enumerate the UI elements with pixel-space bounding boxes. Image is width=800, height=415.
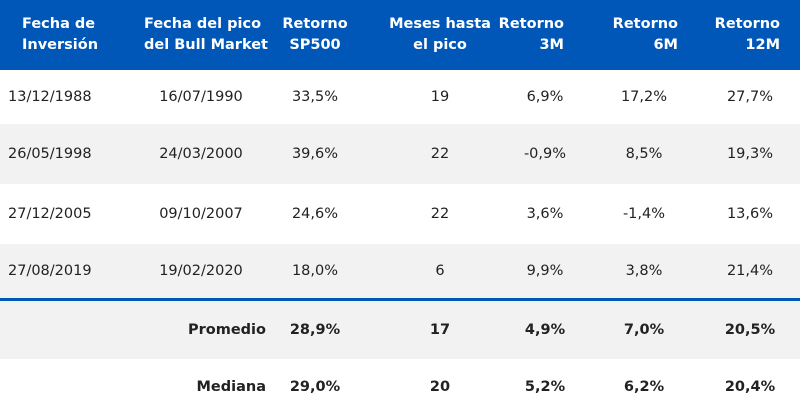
summary-row-promedio: Promedio 28,9% 17 4,9% 7,0% 20,5% <box>0 301 800 359</box>
cell-fecha-inversion: 27/12/2005 <box>8 206 92 222</box>
summary-retorno-sp500: 28,9% <box>289 322 341 338</box>
cell-retorno-3m: -0,9% <box>523 146 567 162</box>
cell-retorno-sp500: 24,6% <box>291 206 339 222</box>
summary-retorno-sp500: 29,0% <box>289 379 341 395</box>
summary-meses: 20 <box>429 379 451 395</box>
header-retorno-12m: Retorno 12M <box>714 0 780 70</box>
cell-retorno-6m: 8,5% <box>625 146 663 162</box>
summary-divider <box>0 298 800 301</box>
cell-retorno-6m: 3,8% <box>625 263 663 279</box>
header-line2: 6M <box>653 37 678 53</box>
summary-label: Promedio <box>188 322 266 338</box>
header-line1: Fecha de <box>22 16 96 32</box>
cell-retorno-3m: 3,6% <box>526 206 564 222</box>
cell-retorno-6m: 17,2% <box>620 89 668 105</box>
cell-retorno-12m: 13,6% <box>726 206 774 222</box>
cell-meses: 22 <box>430 206 450 222</box>
header-line2: del Bull Market <box>144 37 268 53</box>
header-retorno-3m: Retorno 3M <box>498 0 564 70</box>
summary-row-mediana: Mediana 29,0% 20 5,2% 6,2% 20,4% <box>0 359 800 415</box>
cell-fecha-pico: 24/03/2000 <box>159 146 243 162</box>
cell-meses: 22 <box>430 146 450 162</box>
summary-retorno-3m: 5,2% <box>524 379 566 395</box>
summary-retorno-12m: 20,4% <box>724 379 776 395</box>
header-meses-hasta-pico: Meses hasta el pico <box>386 0 494 70</box>
header-line2: el pico <box>413 37 467 53</box>
header-line2: Inversión <box>22 37 99 53</box>
cell-retorno-12m: 21,4% <box>726 263 774 279</box>
cell-retorno-sp500: 39,6% <box>291 146 339 162</box>
summary-retorno-12m: 20,5% <box>724 322 776 338</box>
summary-retorno-6m: 6,2% <box>623 379 665 395</box>
summary-retorno-6m: 7,0% <box>623 322 665 338</box>
cell-fecha-pico: 19/02/2020 <box>159 263 243 279</box>
summary-label: Mediana <box>196 379 266 395</box>
header-fecha-pico: Fecha del pico del Bull Market <box>144 0 274 70</box>
cell-retorno-12m: 27,7% <box>726 89 774 105</box>
cell-retorno-sp500: 18,0% <box>291 263 339 279</box>
table-row: 26/05/1998 24/03/2000 39,6% 22 -0,9% 8,5… <box>0 124 800 184</box>
header-line2: SP500 <box>289 37 341 53</box>
cell-fecha-pico: 16/07/1990 <box>159 89 243 105</box>
header-fecha-inversion: Fecha de Inversión <box>22 0 132 70</box>
cell-meses: 19 <box>430 89 450 105</box>
cell-fecha-inversion: 26/05/1998 <box>8 146 92 162</box>
header-line1: Meses hasta <box>389 16 491 32</box>
header-line1: Retorno <box>714 16 780 32</box>
cell-retorno-12m: 19,3% <box>726 146 774 162</box>
table-row: 27/08/2019 19/02/2020 18,0% 6 9,9% 3,8% … <box>0 244 800 298</box>
header-line1: Retorno <box>282 16 348 32</box>
header-line1: Retorno <box>498 16 564 32</box>
cell-retorno-3m: 9,9% <box>526 263 564 279</box>
cell-meses: 6 <box>435 263 445 279</box>
header-line2: 12M <box>745 37 780 53</box>
cell-retorno-sp500: 33,5% <box>291 89 339 105</box>
cell-retorno-6m: -1,4% <box>622 206 666 222</box>
header-line1: Retorno <box>612 16 678 32</box>
header-retorno-6m: Retorno 6M <box>612 0 678 70</box>
cell-fecha-pico: 09/10/2007 <box>159 206 243 222</box>
summary-retorno-3m: 4,9% <box>524 322 566 338</box>
cell-retorno-3m: 6,9% <box>526 89 564 105</box>
summary-meses: 17 <box>429 322 451 338</box>
header-line2: 3M <box>539 37 564 53</box>
cell-fecha-inversion: 13/12/1988 <box>8 89 92 105</box>
table-header-row: Fecha de Inversión Fecha del pico del Bull… <box>0 0 800 70</box>
cell-fecha-inversion: 27/08/2019 <box>8 263 92 279</box>
header-retorno-sp500: Retorno SP500 <box>270 0 360 70</box>
table-row: 27/12/2005 09/10/2007 24,6% 22 3,6% -1,4… <box>0 184 800 244</box>
header-line1: Fecha del pico <box>144 16 262 32</box>
table-row: 13/12/1988 16/07/1990 33,5% 19 6,9% 17,2… <box>0 70 800 124</box>
